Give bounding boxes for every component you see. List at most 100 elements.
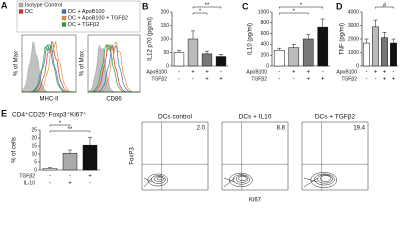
plot-title: DCs + TGFβ2 — [315, 114, 356, 121]
y-tick-label: 10 — [31, 151, 37, 157]
y-tick-label: 4000 — [348, 9, 359, 15]
y-tick-label: 0 — [34, 167, 37, 173]
significance-label: * — [59, 121, 62, 127]
bar — [273, 50, 285, 67]
condition-sign: + — [306, 77, 310, 83]
error-bar — [382, 32, 387, 38]
bar — [363, 42, 370, 67]
condition-sign: + — [392, 77, 396, 83]
x-axis-label: MHC-II — [40, 97, 59, 103]
significance-bracket — [49, 124, 71, 127]
y-tick-label: 600 — [261, 31, 270, 37]
y-axis-label: % of Max — [80, 51, 86, 76]
error-bar — [320, 18, 325, 28]
y-axis-label: FoxP3 — [130, 147, 136, 165]
condition-sign: - — [393, 70, 395, 76]
condition-sign: + — [205, 77, 209, 83]
plot-frame — [141, 121, 209, 191]
y-tick-label: 20 — [31, 135, 37, 141]
condition-sign: + — [383, 70, 387, 76]
error-bar — [391, 38, 396, 44]
contour — [154, 176, 164, 182]
y-axis-label: TNF (pg/ml) — [340, 23, 346, 55]
condition-sign: + — [205, 70, 209, 76]
plot-frame — [301, 121, 369, 191]
y-axis-label: % of Max — [14, 51, 20, 76]
panel-label: E — [1, 108, 7, 118]
condition-sign: - — [192, 77, 194, 83]
plot-title: DCs control — [158, 114, 193, 121]
condition-name: TGFβ2 — [19, 173, 35, 179]
bar — [381, 37, 388, 67]
significance-bracket — [279, 6, 323, 9]
y-tick-label: 1000 — [258, 9, 269, 15]
legend-label: DC — [25, 9, 33, 15]
y-tick-label: 0 — [356, 63, 359, 69]
condition-sign: - — [322, 70, 324, 76]
condition-sign: - — [278, 70, 280, 76]
condition-sign: + — [306, 70, 310, 76]
plot-title: DCs + IL10 — [239, 114, 272, 121]
condition-sign: + — [321, 77, 325, 83]
bar — [390, 42, 397, 67]
quadrant-value: 19.4 — [353, 126, 365, 132]
bar — [82, 144, 98, 171]
y-axis-label: % of cells — [12, 137, 18, 163]
contour — [238, 176, 247, 181]
bar — [173, 52, 185, 67]
y-tick-label: 5 — [34, 159, 37, 165]
legend-swatch — [18, 9, 24, 14]
legend-swatch — [61, 9, 67, 14]
bar — [372, 26, 379, 67]
condition-sign: - — [178, 77, 180, 83]
x-axis-label: Ki67 — [249, 198, 262, 204]
error-bar — [306, 34, 311, 39]
condition-sign: - — [89, 181, 91, 187]
contour — [223, 177, 235, 188]
significance-label: * — [199, 9, 202, 15]
significance-label: # — [383, 3, 387, 9]
significance-bracket — [49, 130, 91, 133]
significance-bracket — [279, 12, 309, 15]
legend-label: DC + ApoB100 + TGFβ2 — [68, 15, 128, 21]
legend-label: DC + ApoB100 — [68, 9, 105, 15]
condition-sign: + — [383, 77, 387, 83]
y-tick-label: 150 — [161, 23, 170, 29]
contour — [314, 173, 335, 186]
condition-sign: - — [69, 174, 71, 180]
condition-name: TGFβ2 — [151, 76, 167, 82]
bar — [317, 26, 329, 67]
condition-sign: + — [68, 181, 72, 187]
condition-name: TGFβ2 — [341, 76, 357, 82]
bar — [62, 152, 78, 171]
plot-frame — [221, 121, 289, 191]
y-tick-label: 100 — [161, 36, 170, 42]
error-bar — [191, 30, 195, 39]
bar — [288, 47, 300, 67]
bar — [302, 38, 314, 67]
error-bar — [205, 50, 209, 54]
y-tick-label: 15 — [31, 143, 37, 149]
condition-sign: - — [178, 70, 180, 76]
plot-frame — [87, 34, 141, 93]
condition-sign: + — [292, 70, 296, 76]
chart-title: CD4⁺CD25⁺Foxp3⁺Ki67⁺ — [12, 112, 87, 119]
significance-label: * — [300, 3, 303, 9]
condition-sign: + — [374, 70, 378, 76]
condition-name: ApoB100 — [246, 69, 267, 75]
legend-swatch — [61, 22, 67, 27]
contour — [319, 175, 332, 182]
condition-sign: - — [49, 174, 51, 180]
condition-sign: - — [278, 77, 280, 83]
legend-swatch — [18, 2, 24, 8]
condition-sign: - — [293, 77, 295, 83]
error-bar — [48, 167, 52, 169]
error-bar — [291, 44, 296, 48]
y-tick-label: 50 — [163, 50, 169, 56]
contour — [156, 176, 163, 181]
bar — [201, 53, 213, 67]
condition-name: ApoB100 — [146, 69, 167, 75]
panel-label: C — [242, 1, 249, 11]
plot-frame — [21, 34, 77, 93]
